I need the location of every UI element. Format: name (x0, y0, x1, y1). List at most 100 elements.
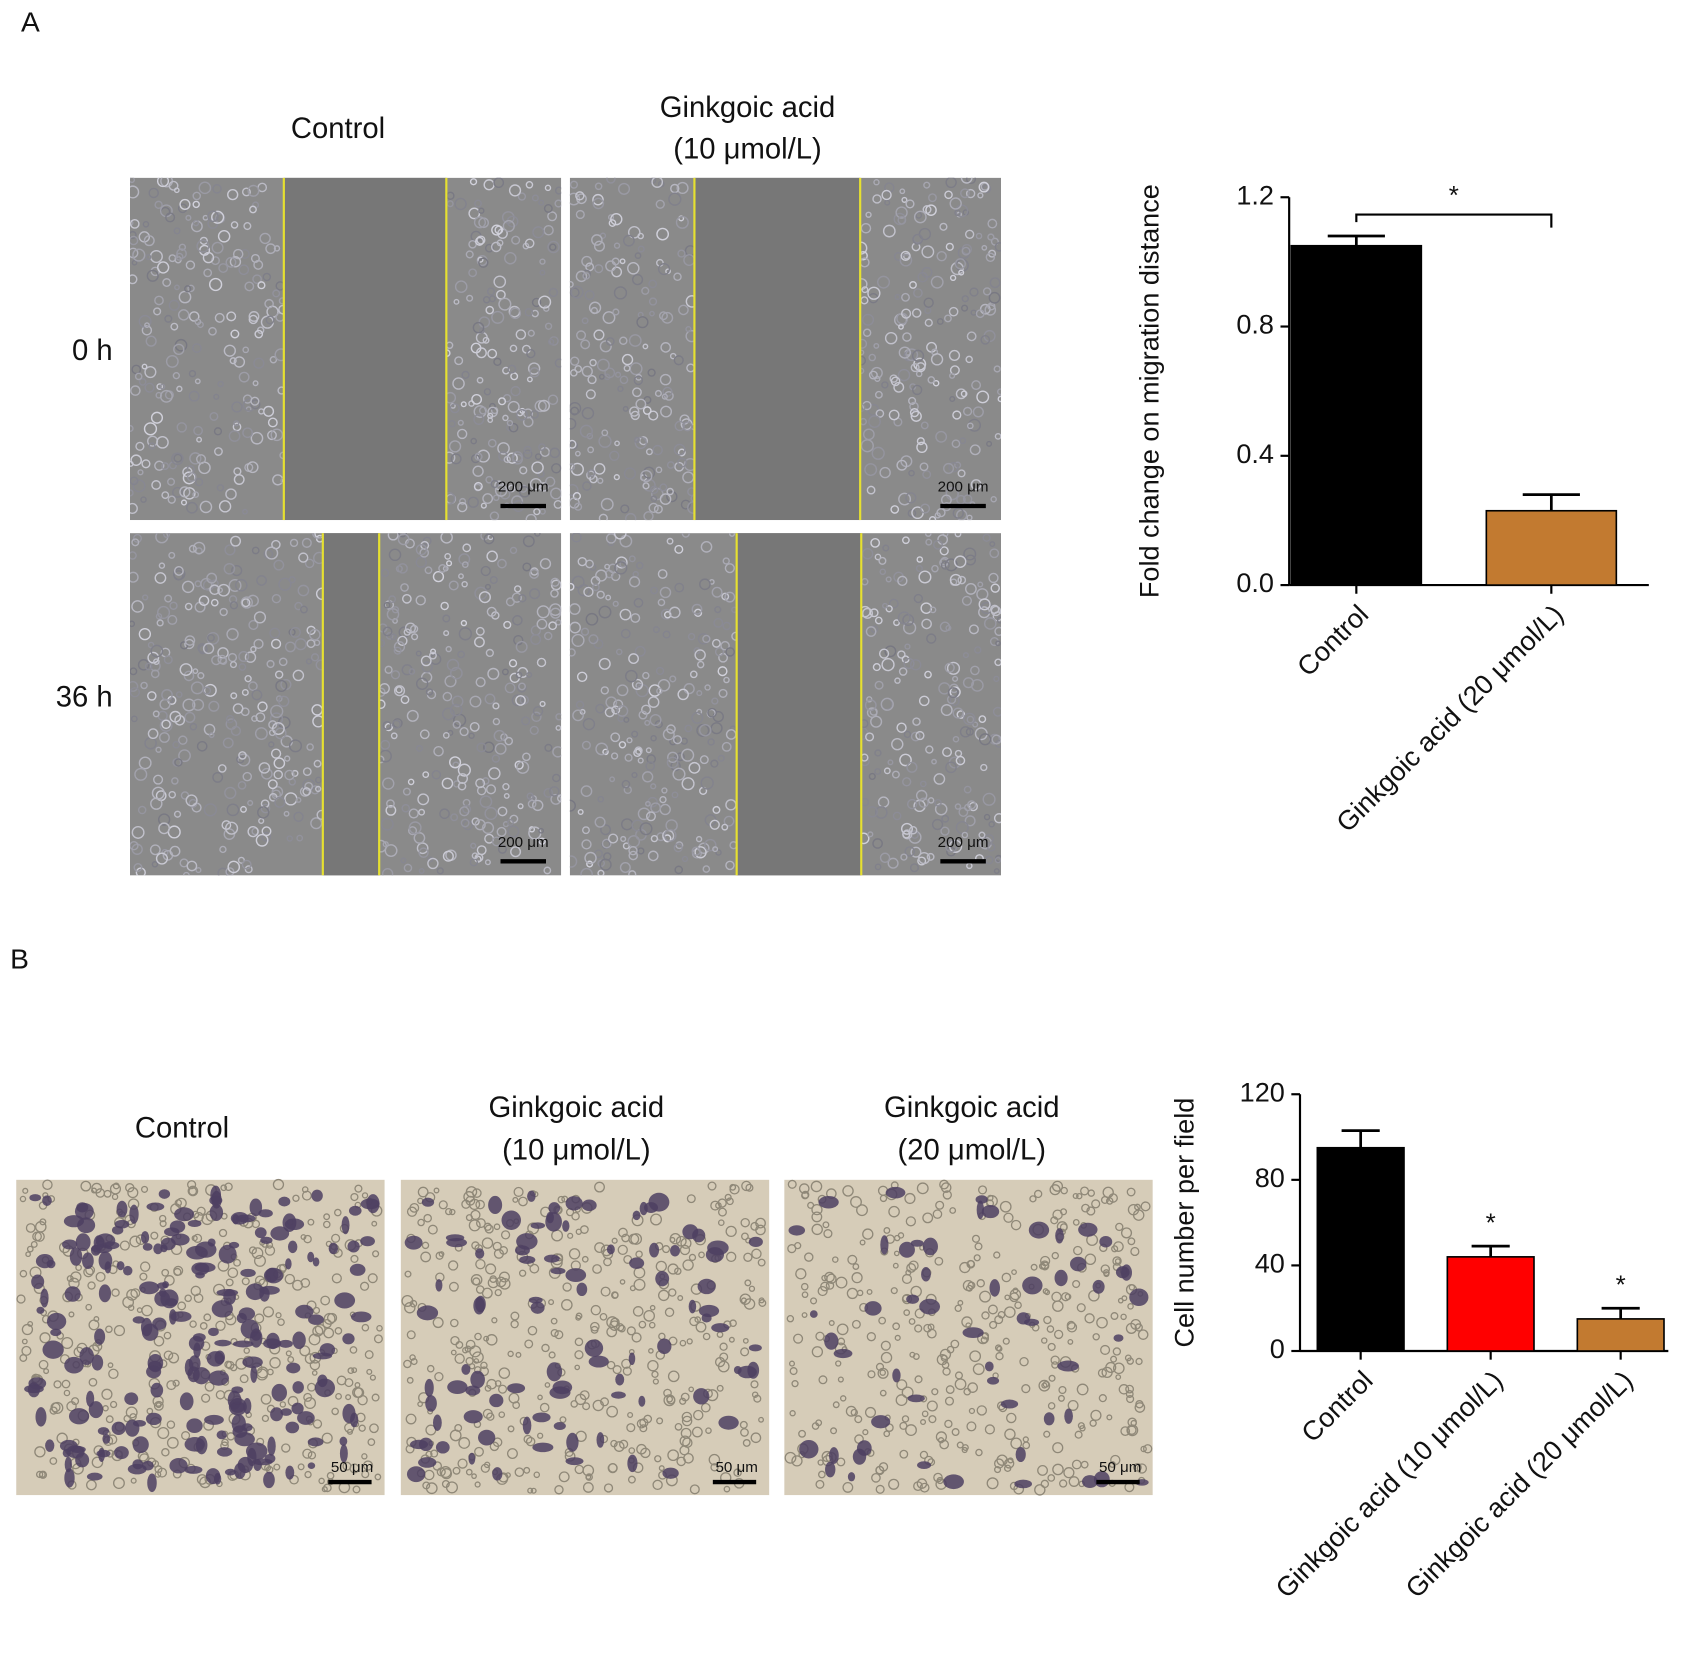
cell (879, 852, 891, 863)
cell (893, 381, 905, 393)
pore (590, 1304, 602, 1316)
pore (335, 1392, 342, 1400)
cell (214, 447, 223, 456)
cell (614, 371, 622, 378)
pore (811, 1203, 823, 1216)
pore (1037, 1465, 1048, 1476)
pore (592, 1399, 605, 1412)
pore (1110, 1312, 1119, 1320)
cell (526, 792, 534, 800)
cell (479, 795, 493, 809)
cell (461, 561, 469, 569)
cell (954, 803, 962, 810)
cell (631, 771, 638, 779)
cell (909, 281, 917, 289)
pore (445, 1481, 459, 1494)
pore (926, 1400, 938, 1412)
pore (627, 1475, 636, 1484)
cell (949, 573, 962, 586)
cell (484, 243, 494, 253)
stained-cell (82, 1252, 94, 1270)
cell (228, 430, 241, 442)
cell (959, 726, 972, 738)
stained-cell (45, 1439, 55, 1452)
cell (650, 495, 658, 503)
stained-cell (880, 1235, 889, 1255)
pore (905, 1424, 917, 1436)
cell (614, 440, 620, 447)
pore (968, 1407, 976, 1415)
cell (248, 681, 258, 691)
pore (434, 1372, 444, 1382)
cell (260, 767, 273, 780)
cell (633, 597, 644, 608)
cell (480, 502, 487, 509)
cell (175, 252, 184, 261)
cell (666, 461, 675, 469)
cell (530, 634, 542, 646)
cell (982, 184, 992, 194)
pore (113, 1477, 125, 1490)
cell (710, 759, 719, 768)
stained-cell (258, 1209, 273, 1218)
micrograph-background (400, 1179, 770, 1496)
cell (497, 844, 507, 854)
pore (498, 1367, 511, 1379)
cell (161, 719, 171, 730)
cell (602, 311, 616, 325)
cell (247, 826, 259, 838)
pore (784, 1451, 797, 1464)
cell (516, 760, 530, 774)
stained-cell (943, 1474, 964, 1490)
cell (659, 586, 672, 599)
pore (726, 1197, 734, 1206)
pore (61, 1379, 71, 1389)
cell (486, 287, 495, 296)
cell (608, 219, 617, 227)
stained-cell (1015, 1446, 1026, 1463)
cell (173, 453, 183, 463)
cell (594, 182, 603, 191)
pore (108, 1368, 119, 1380)
cell (283, 810, 290, 817)
cell (415, 650, 422, 657)
cell (294, 601, 303, 611)
pore (751, 1248, 762, 1260)
pore (441, 1480, 450, 1489)
pore (908, 1260, 919, 1271)
cell (652, 626, 660, 634)
stained-cell (1064, 1408, 1073, 1424)
pore (972, 1363, 985, 1376)
pore (1112, 1256, 1122, 1266)
cell (962, 652, 969, 659)
cell (228, 578, 242, 592)
cell (247, 799, 254, 807)
cell (668, 192, 682, 206)
cell (581, 740, 591, 750)
pore (177, 1301, 187, 1311)
cell (650, 783, 657, 790)
cell (580, 627, 590, 636)
pore (606, 1405, 619, 1418)
cell (641, 286, 650, 295)
cell (151, 480, 162, 490)
cell (623, 785, 632, 795)
pore (1033, 1189, 1043, 1199)
cell (912, 384, 923, 396)
stained-cell (140, 1231, 150, 1244)
pore (409, 1354, 416, 1361)
pore (309, 1359, 321, 1371)
pore (321, 1486, 328, 1493)
cell (997, 388, 1001, 396)
stained-cell (1016, 1312, 1031, 1325)
cell (230, 535, 242, 547)
pore (824, 1271, 835, 1283)
column-label: (10 μmol/L) (673, 133, 822, 165)
pore (871, 1473, 881, 1483)
stained-cell (206, 1351, 225, 1367)
pore (1077, 1422, 1085, 1430)
cell (957, 575, 967, 585)
stained-cell (179, 1392, 194, 1411)
cell (628, 576, 641, 588)
cell (584, 851, 597, 865)
